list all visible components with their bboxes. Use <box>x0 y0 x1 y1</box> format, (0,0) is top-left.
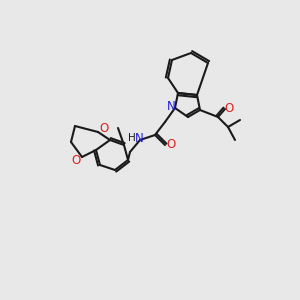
Text: O: O <box>224 103 234 116</box>
Text: N: N <box>167 100 176 113</box>
Text: O: O <box>71 154 81 166</box>
Text: H: H <box>128 133 136 143</box>
Text: N: N <box>135 131 143 145</box>
Text: O: O <box>99 122 109 136</box>
Text: O: O <box>167 139 176 152</box>
